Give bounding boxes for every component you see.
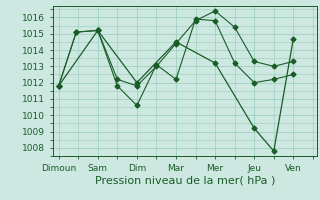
X-axis label: Pression niveau de la mer( hPa ): Pression niveau de la mer( hPa ) (95, 175, 275, 185)
